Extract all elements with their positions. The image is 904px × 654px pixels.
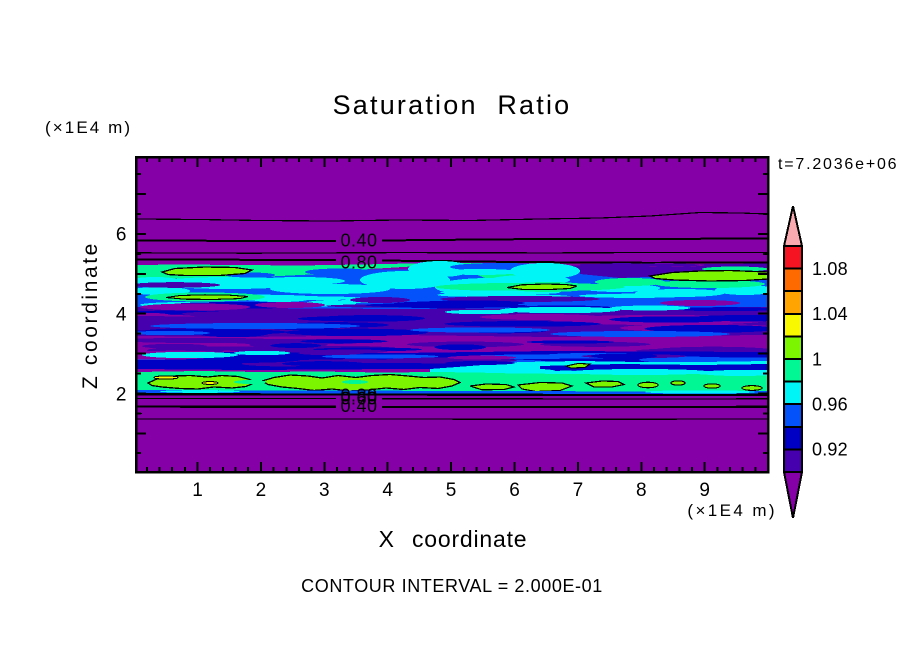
svg-text:0.60: 0.60 (340, 389, 377, 409)
svg-text:Z coordinate: Z coordinate (79, 241, 102, 389)
svg-text:0.96: 0.96 (812, 395, 848, 415)
svg-text:X coordinate: X coordinate (379, 526, 528, 552)
svg-text:2: 2 (116, 384, 127, 405)
svg-text:4: 4 (382, 480, 393, 501)
svg-text:(×1E4 m): (×1E4 m) (687, 501, 777, 520)
svg-text:6: 6 (509, 480, 520, 501)
svg-text:9: 9 (699, 480, 710, 501)
svg-text:CONTOUR INTERVAL = 2.000E-01: CONTOUR INTERVAL = 2.000E-01 (301, 576, 603, 596)
svg-text:7: 7 (573, 480, 584, 501)
svg-text:0.80: 0.80 (340, 386, 377, 406)
svg-text:t=7.2036e+06: t=7.2036e+06 (778, 156, 898, 173)
svg-text:1.04: 1.04 (812, 304, 848, 324)
svg-text:0.92: 0.92 (812, 440, 848, 460)
svg-text:Saturation Ratio: Saturation Ratio (333, 90, 572, 120)
svg-text:0.80: 0.80 (340, 253, 377, 273)
svg-text:2: 2 (256, 480, 267, 501)
svg-text:1: 1 (812, 349, 822, 369)
svg-text:1: 1 (192, 480, 203, 501)
svg-text:0.40: 0.40 (340, 231, 377, 251)
svg-text:4: 4 (116, 304, 127, 325)
svg-text:6: 6 (116, 225, 127, 246)
svg-text:(×1E4 m): (×1E4 m) (45, 118, 132, 137)
svg-text:1.08: 1.08 (812, 259, 848, 279)
svg-text:3: 3 (319, 480, 330, 501)
svg-text:0.40: 0.40 (340, 396, 377, 416)
svg-text:8: 8 (636, 480, 647, 501)
svg-text:5: 5 (446, 480, 457, 501)
